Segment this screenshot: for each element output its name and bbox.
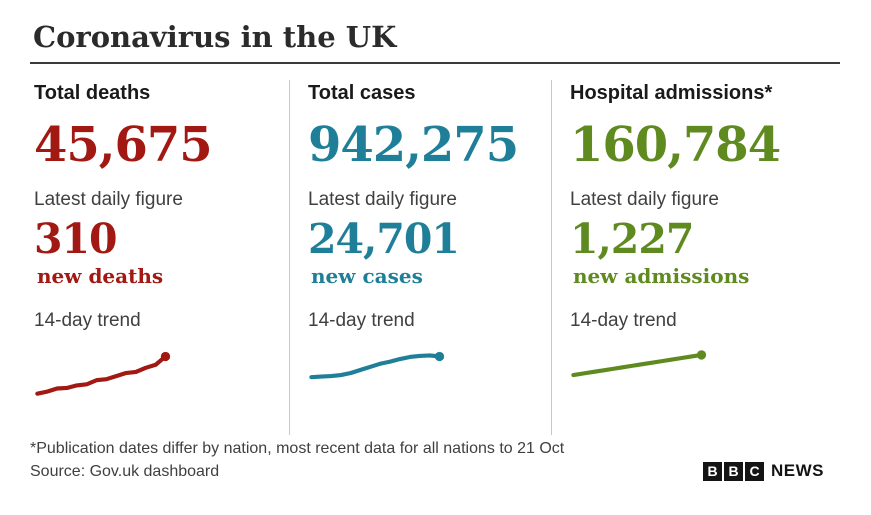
daily-figure-label: Latest daily figure [308, 189, 457, 210]
daily-value: 310 [34, 215, 118, 263]
column-total-cases: Total cases 942,275 Latest daily figure … [289, 80, 551, 435]
source-text: Source: Gov.uk dashboard [30, 462, 220, 480]
total-value: 45,675 [34, 117, 213, 173]
page-title: Coronavirus in the UK [33, 20, 397, 54]
trend-sparkline-cases [309, 351, 445, 380]
daily-value: 1,227 [570, 215, 694, 263]
trend-sparkline-deaths [35, 351, 171, 396]
column-total-deaths: Total deaths 45,675 Latest daily figure … [30, 80, 289, 435]
stat-columns: Total deaths 45,675 Latest daily figure … [30, 80, 871, 435]
footnote-text: *Publication dates differ by nation, mos… [30, 439, 565, 457]
column-header: Total deaths [34, 82, 151, 104]
trend-label: 14-day trend [34, 310, 141, 331]
trend-label: 14-day trend [308, 310, 415, 331]
total-value: 160,784 [570, 117, 781, 173]
daily-figure-label: Latest daily figure [570, 189, 719, 210]
sparkline-path [309, 353, 442, 380]
daily-value: 24,701 [308, 215, 460, 263]
sparkline-endpoint-dot [696, 350, 707, 360]
total-value: 942,275 [308, 117, 519, 173]
daily-unit-label: new admissions [573, 264, 750, 288]
bbc-news-wordmark: NEWS [771, 461, 824, 480]
daily-unit-label: new deaths [37, 264, 164, 288]
column-header: Hospital admissions* [570, 82, 773, 104]
trend-label: 14-day trend [570, 310, 677, 331]
bbc-news-logo: B B C NEWS [703, 461, 824, 481]
bbc-logo-block-icon: B [703, 461, 722, 481]
column-hospital-admissions: Hospital admissions* 160,784 Latest dail… [551, 80, 871, 435]
trend-sparkline-admissions [571, 350, 707, 378]
sparkline-endpoint-dot [160, 351, 171, 362]
title-rule [30, 62, 840, 64]
daily-figure-label: Latest daily figure [34, 189, 183, 210]
sparkline-path [571, 352, 704, 378]
sparkline-path [35, 354, 168, 396]
bbc-logo-block-icon: C [745, 461, 764, 481]
sparkline-endpoint-dot [434, 351, 445, 362]
bbc-logo-block-icon: B [724, 461, 743, 481]
footer: *Publication dates differ by nation, mos… [30, 437, 840, 483]
column-header: Total cases [308, 82, 416, 104]
daily-unit-label: new cases [311, 264, 423, 288]
